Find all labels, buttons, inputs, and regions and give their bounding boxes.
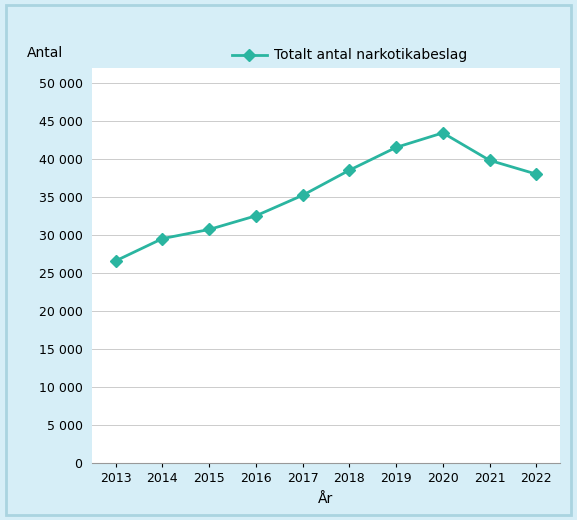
Totalt antal narkotikabeslag [440, 130, 447, 136]
Line: Totalt antal narkotikabeslag: Totalt antal narkotikabeslag [111, 129, 541, 265]
Totalt antal narkotikabeslag [486, 157, 493, 163]
Legend: Totalt antal narkotikabeslag: Totalt antal narkotikabeslag [226, 43, 473, 68]
Totalt antal narkotikabeslag [159, 236, 166, 242]
Totalt antal narkotikabeslag [113, 258, 119, 264]
Totalt antal narkotikabeslag [299, 192, 306, 199]
Totalt antal narkotikabeslag [346, 167, 353, 173]
Totalt antal narkotikabeslag [206, 226, 213, 232]
Totalt antal narkotikabeslag [392, 144, 399, 150]
X-axis label: År: År [319, 492, 334, 506]
Y-axis label: Antal: Antal [27, 46, 63, 60]
Totalt antal narkotikabeslag [533, 171, 540, 177]
Totalt antal narkotikabeslag [252, 213, 259, 219]
